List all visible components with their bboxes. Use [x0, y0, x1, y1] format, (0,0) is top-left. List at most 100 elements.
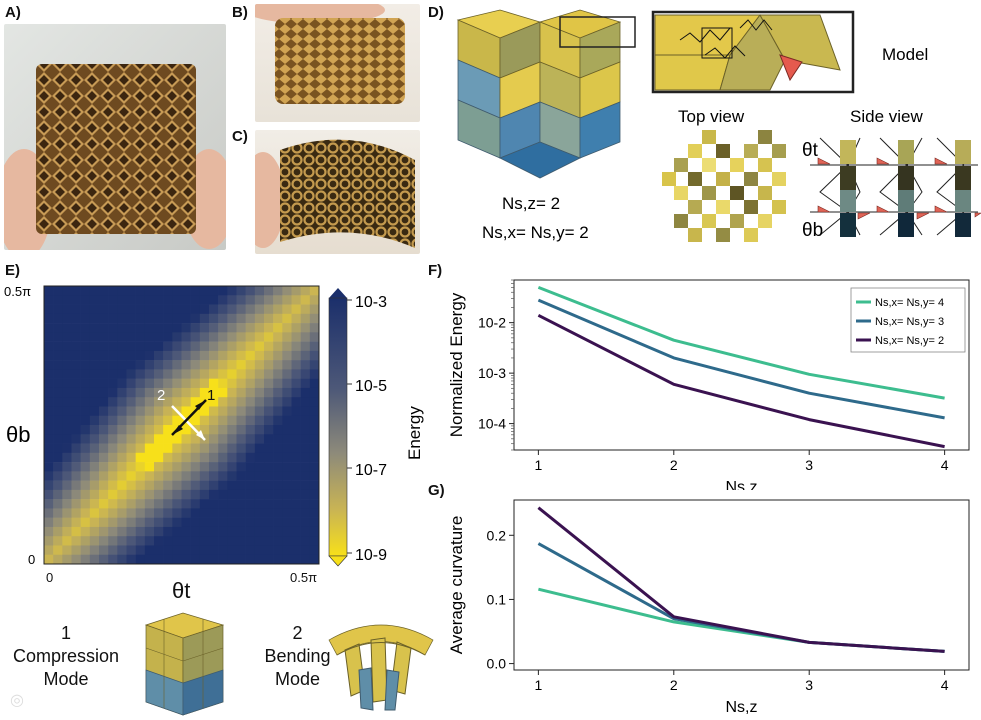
heatmap-cell: [163, 406, 173, 417]
heatmap-cell: [172, 489, 182, 500]
heatmap-cell: [300, 489, 311, 500]
heatmap-cell: [227, 295, 237, 305]
heatmap-cell: [254, 397, 265, 407]
heatmap-cell: [190, 536, 201, 546]
heatmap-cell: [309, 369, 320, 379]
heatmap-cell: [236, 378, 246, 389]
heatmap-cell: [254, 295, 265, 305]
heatmap-cell: [154, 452, 164, 463]
heatmap-cell: [300, 378, 311, 389]
heatmap-cell: [172, 360, 182, 370]
heatmap-cell: [199, 323, 210, 333]
heatmap-cell: [300, 295, 311, 305]
heatmap-cell: [254, 369, 265, 379]
heatmap-cell: [282, 425, 292, 435]
heatmap-cell: [227, 406, 237, 417]
heatmap-cell: [245, 286, 256, 296]
heatmap-cell: [53, 286, 63, 296]
x-tick-right: 0.5π: [290, 570, 318, 585]
heatmap-cell: [209, 545, 219, 556]
heatmap-cell: [300, 499, 311, 509]
heatmap-cell: [135, 471, 146, 481]
mode1-marker: 1: [207, 387, 215, 404]
heatmap-cell: [172, 286, 182, 296]
heatmap-cell: [218, 406, 228, 417]
heatmap-cell: [62, 489, 72, 500]
heatmap-cell: [181, 462, 191, 472]
heatmap-cell: [154, 434, 164, 444]
heatmap-cell: [80, 480, 91, 491]
heatmap-cell: [99, 471, 109, 481]
heatmap-cell: [273, 517, 283, 528]
heatmap-cell: [199, 489, 210, 500]
heatmap-cell: [163, 323, 173, 333]
heatmap-cell: [163, 480, 173, 491]
heatmap-cell: [172, 332, 182, 342]
heatmap-cell: [126, 387, 136, 398]
heatmap-cell: [80, 406, 91, 417]
heatmap-cell: [89, 360, 100, 370]
heatmap-cell: [282, 286, 292, 296]
y-axis-label: Average curvature: [447, 516, 466, 655]
heatmap-cell: [245, 443, 256, 454]
heatmap-cell: [44, 360, 54, 370]
heatmap-cell: [71, 489, 81, 500]
heatmap-cell: [282, 350, 292, 361]
heatmap-cell: [163, 415, 173, 426]
heatmap-cell: [135, 350, 146, 361]
heatmap-cell: [291, 526, 301, 537]
heatmap-cell: [199, 286, 210, 296]
heatmap-cell: [209, 341, 219, 352]
heatmap-cell: [108, 406, 118, 417]
heatmap-cell: [209, 462, 219, 472]
heatmap-cell: [71, 286, 81, 296]
heatmap-cell: [309, 536, 320, 546]
heatmap-cell: [190, 397, 201, 407]
heatmap-cell: [53, 350, 63, 361]
heatmap-cell: [53, 304, 63, 315]
heatmap-cell: [117, 415, 127, 426]
heatmap-cell: [227, 462, 237, 472]
heatmap-cell: [309, 443, 320, 454]
heatmap-cell: [44, 471, 54, 481]
nsz-label: Ns,z= 2: [502, 194, 560, 213]
heatmap-cell: [154, 499, 164, 509]
heatmap-cell: [89, 545, 100, 556]
heatmap-cell: [144, 517, 155, 528]
heatmap-cell: [282, 415, 292, 426]
heatmap-cell: [181, 443, 191, 454]
heatmap-cell: [71, 462, 81, 472]
heatmap-cell: [126, 471, 136, 481]
heatmap-cell: [254, 425, 265, 435]
heatmap-cell: [62, 313, 72, 324]
heatmap-cell: [62, 471, 72, 481]
heatmap-cell: [108, 350, 118, 361]
heatmap-cell: [209, 304, 219, 315]
heatmap-cell: [62, 304, 72, 315]
heatmap-cell: [144, 536, 155, 546]
heatmap-cell: [181, 489, 191, 500]
heatmap-cell: [300, 471, 311, 481]
heatmap-cell: [89, 369, 100, 379]
heatmap-cell: [273, 286, 283, 296]
heatmap-cell: [117, 545, 127, 556]
heatmap-cell: [254, 313, 265, 324]
heatmap-cell: [218, 341, 228, 352]
heatmap-cell: [108, 471, 118, 481]
heatmap-cell: [199, 526, 210, 537]
x-tick-label: 4: [941, 457, 949, 473]
heatmap-cell: [309, 526, 320, 537]
heatmap-cell: [254, 471, 265, 481]
heatmap-cell: [99, 545, 109, 556]
heatmap-cell: [245, 295, 256, 305]
heatmap-cell: [254, 406, 265, 417]
heatmap-cell: [99, 332, 109, 342]
heatmap-cell: [163, 517, 173, 528]
heatmap-cell: [273, 378, 283, 389]
heatmap-cell: [291, 332, 301, 342]
heatmap-cell: [190, 415, 201, 426]
heatmap-cell: [199, 480, 210, 491]
heatmap-cell: [199, 360, 210, 370]
heatmap-cell: [108, 415, 118, 426]
heatmap-cell: [135, 554, 146, 565]
